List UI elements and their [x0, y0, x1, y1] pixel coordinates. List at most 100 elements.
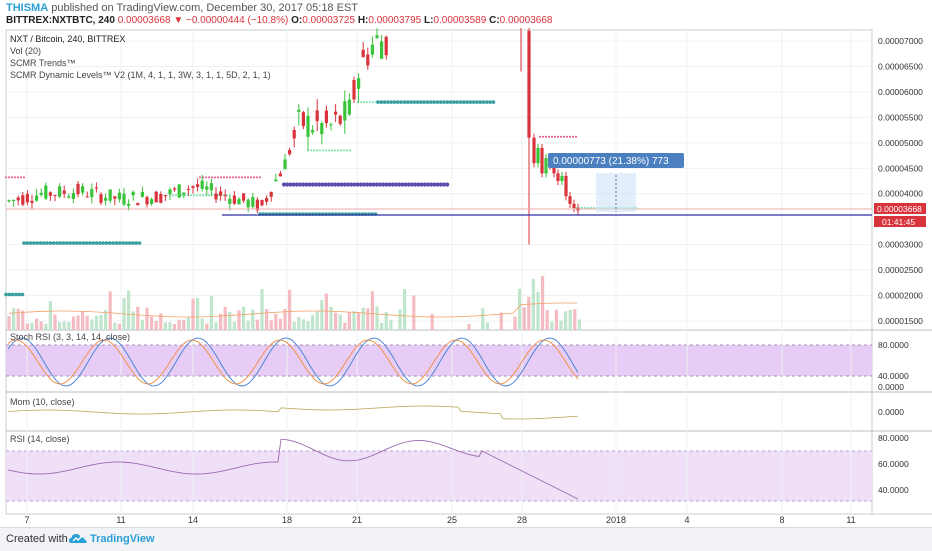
level-dot-green [175, 194, 177, 197]
volume-bar [398, 309, 402, 330]
low-value: 0.00003589 [433, 15, 487, 26]
tradingview-brand[interactable]: TradingView [90, 533, 155, 545]
level-dot-purple [368, 182, 373, 187]
author-name[interactable]: THISMA [6, 2, 49, 14]
level-dot-teal [91, 241, 96, 245]
level-dot-pink [220, 176, 222, 179]
level-dot-teal [432, 100, 436, 104]
level-dot-purple [438, 182, 443, 187]
level-dot-purple [435, 182, 440, 187]
price-tick-label: 0.00006000 [878, 87, 923, 97]
level-dot-teal [22, 241, 26, 245]
stoch-rsi-title[interactable]: Stoch RSI (3, 3, 14, 14, close) [10, 332, 130, 342]
symbol-title[interactable]: NXT / Bitcoin, 240, BITTREX [10, 34, 125, 44]
candle-body [572, 203, 576, 208]
candle-body [251, 196, 255, 207]
candlesticks[interactable] [7, 28, 580, 245]
volume-bar [329, 306, 333, 330]
candle-body [163, 195, 167, 197]
candle-body [357, 78, 361, 89]
volume-bar [16, 308, 20, 330]
volume-bar [380, 322, 384, 330]
volume-bar [389, 320, 393, 330]
volume-bar [71, 316, 75, 330]
volume-bar [559, 320, 563, 330]
level-dot-purple [345, 182, 351, 187]
volume-bar [324, 293, 328, 330]
candle-body [7, 200, 11, 202]
candle-body [90, 189, 94, 198]
rsi-title[interactable]: RSI (14, close) [10, 434, 70, 444]
candle-body [375, 35, 379, 38]
level-dot-green [366, 101, 368, 104]
level-dot-teal [488, 100, 493, 104]
level-dot-pink [247, 176, 249, 179]
rsi-tick-label: 80.0000 [878, 433, 909, 443]
levels-title[interactable]: SCMR Dynamic Levels™ V2 (1M, 4, 1, 1, 3W… [10, 70, 271, 80]
level-dot-teal [75, 241, 79, 245]
candle-body [205, 186, 209, 190]
level-dot-green [331, 149, 333, 152]
grid [6, 30, 872, 514]
level-dot-green [340, 149, 342, 152]
volume-bar [223, 306, 227, 330]
candle-body [384, 36, 388, 56]
volume-bar [58, 322, 62, 330]
level-dot-pink [566, 135, 568, 138]
level-dot-purple [310, 182, 315, 187]
price-tick-label: 0.00006500 [878, 61, 923, 71]
volume-bar [265, 309, 269, 330]
level-dot-teal [452, 100, 456, 104]
price-tick-label: 0.00002500 [878, 265, 923, 275]
level-dot-teal [7, 292, 12, 297]
time-tick-label: 8 [779, 515, 784, 525]
level-dot-teal [35, 241, 39, 245]
volume-bar [297, 317, 301, 330]
level-dot-green [581, 206, 583, 209]
candle-body [67, 196, 71, 198]
volume-bar [278, 318, 282, 330]
level-dot-green [369, 101, 371, 104]
stoch-d-line [7, 339, 579, 385]
trends-title[interactable]: SCMR Trends™ [10, 58, 76, 68]
level-dot-green [190, 194, 192, 197]
candle-body [71, 193, 75, 199]
candle-body [21, 195, 25, 205]
indicator-lines [7, 337, 579, 500]
stoch-tick-label: 80.0000 [878, 340, 909, 350]
stoch-tick-label: 0.0000 [878, 382, 904, 392]
chart-canvas[interactable]: 0.00000773 (21.38%) 773 Stoch RSI (3, 3,… [0, 28, 932, 527]
volume-bar [108, 291, 112, 330]
level-dot-green [184, 194, 186, 197]
momentum-title[interactable]: Mom (10, close) [10, 397, 75, 407]
volume-bar [81, 311, 85, 330]
candle-body [265, 198, 269, 202]
level-dot-teal [25, 241, 30, 245]
level-dot-teal [38, 241, 43, 245]
volume-bar [306, 321, 310, 330]
time-tick-label: 25 [447, 515, 457, 525]
level-dot-green [322, 149, 324, 152]
level-dot-pink [560, 135, 562, 138]
level-dot-teal [376, 100, 380, 104]
candle-body [76, 183, 80, 195]
candle-body [540, 147, 544, 174]
candle-body [159, 193, 163, 203]
level-dot-purple [326, 182, 331, 187]
candle-body [191, 186, 195, 188]
level-dot-pink [575, 135, 577, 138]
volume-bar [384, 312, 388, 330]
volume-title[interactable]: Vol (20) [10, 46, 41, 56]
level-dot-teal [55, 241, 59, 245]
volume-bar [219, 313, 223, 330]
candle-body [177, 184, 181, 198]
created-with-label: Created with [6, 533, 68, 545]
level-dot-purple [355, 182, 360, 187]
axes[interactable]: 0.00007000 0.00006500 0.00006000 0.00005500… [24, 36, 923, 525]
time-tick-label: 2018 [606, 515, 626, 525]
rsi-tick-label: 40.0000 [878, 485, 909, 495]
level-dot-green [328, 149, 330, 152]
volume-bar [205, 323, 209, 330]
level-dot-green [590, 206, 592, 209]
candle-body [255, 199, 259, 211]
